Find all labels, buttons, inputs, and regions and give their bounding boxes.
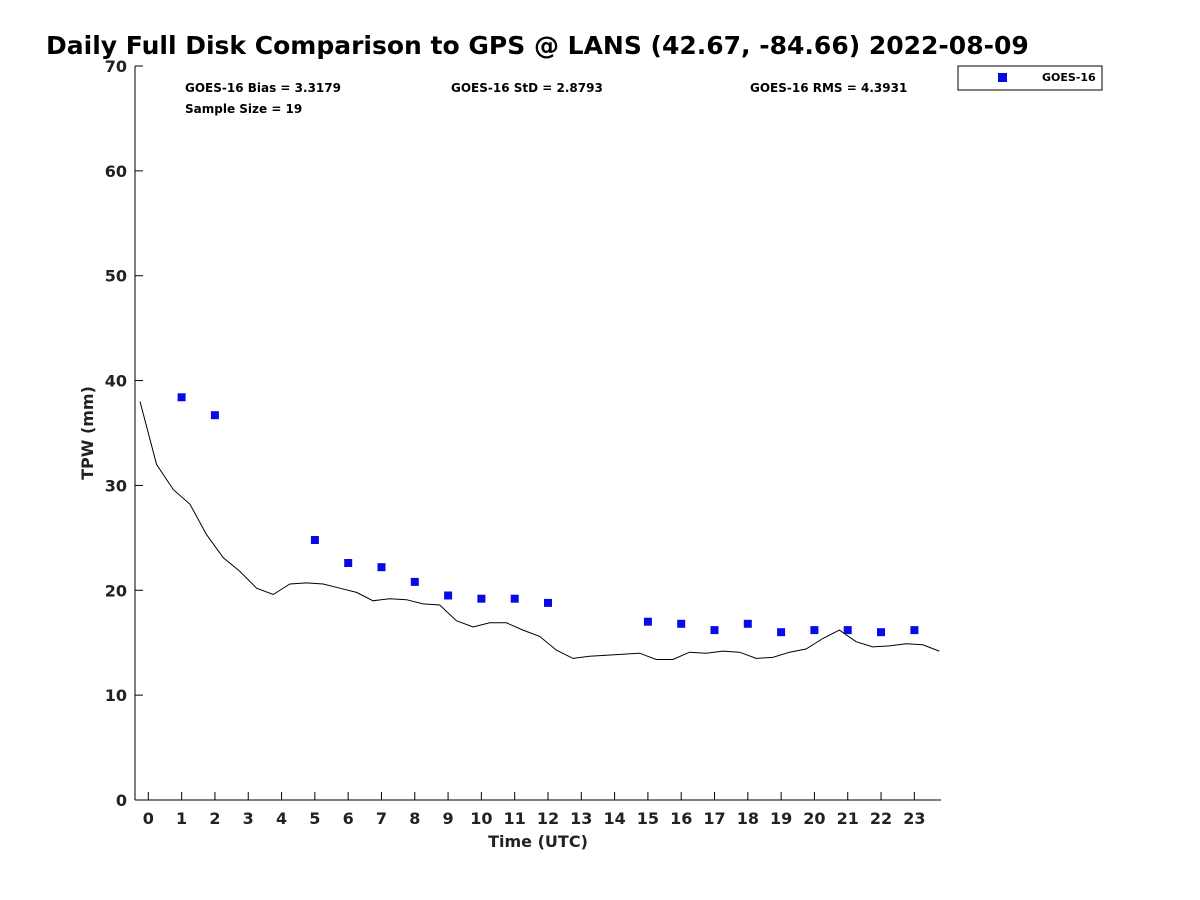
- sample-size-stat: Sample Size = 19: [185, 102, 302, 116]
- goes16-data-point: [743, 619, 752, 628]
- bias-stat: GOES-16 Bias = 3.3179: [185, 81, 341, 95]
- y-tick-label: 70: [105, 57, 127, 76]
- x-tick-label: 1: [176, 809, 187, 828]
- x-tick-label: 20: [803, 809, 825, 828]
- x-tick-label: 5: [309, 809, 320, 828]
- x-tick-label: 22: [870, 809, 892, 828]
- x-axis-label: Time (UTC): [488, 832, 588, 851]
- x-tick-label: 2: [209, 809, 220, 828]
- x-tick-label: 23: [903, 809, 925, 828]
- x-tick-label: 17: [703, 809, 725, 828]
- x-tick-label: 6: [343, 809, 354, 828]
- x-ticks: 0 1 2 3 4 5 6 7 8 9 10 11 12 13 14 15 16 17 18 19 20 21 22 23: [143, 792, 925, 828]
- goes16-data-point: [444, 591, 453, 600]
- gps-series-line: [139, 401, 940, 660]
- goes16-data-point: [877, 628, 885, 637]
- rms-stat: GOES-16 RMS = 4.3931: [750, 81, 907, 95]
- goes16-data-point: [710, 626, 719, 635]
- goes16-data-point: [643, 617, 652, 626]
- y-ticks: 0 10 20 30 40 50 60 70: [105, 57, 143, 810]
- goes16-data-point: [510, 594, 519, 603]
- x-tick-label: 9: [443, 809, 454, 828]
- legend: GOES-16: [957, 65, 1103, 91]
- goes16-data-point: [777, 628, 786, 637]
- goes16-data-point: [410, 577, 419, 586]
- goes16-data-point: [177, 393, 186, 402]
- x-tick-label: 8: [409, 809, 420, 828]
- legend-label: GOES-16: [1042, 71, 1096, 84]
- goes16-data-point: [477, 594, 486, 603]
- x-tick-label: 4: [276, 809, 287, 828]
- x-tick-label: 11: [504, 809, 526, 828]
- x-tick-label: 0: [143, 809, 154, 828]
- axes: [134, 66, 941, 801]
- x-tick-label: 7: [376, 809, 387, 828]
- y-axis-label: TPW (mm): [78, 386, 97, 480]
- y-tick-label: 50: [105, 267, 127, 286]
- y-tick-label: 40: [105, 372, 127, 391]
- x-tick-label: 10: [470, 809, 492, 828]
- goes16-data-point: [310, 536, 319, 544]
- x-tick-label: 12: [537, 809, 559, 828]
- x-tick-label: 19: [770, 809, 792, 828]
- goes16-data-point: [810, 626, 819, 635]
- plot-area: [139, 393, 940, 660]
- x-tick-label: 21: [837, 809, 859, 828]
- legend-marker: [998, 73, 1007, 82]
- y-tick-label: 20: [105, 581, 127, 600]
- goes16-data-point: [843, 626, 852, 635]
- x-tick-label: 14: [603, 809, 625, 828]
- legend-box: [957, 65, 1103, 91]
- y-tick-label: 10: [105, 686, 127, 705]
- goes16-data-point: [677, 619, 686, 628]
- goes16-data-point: [344, 559, 353, 567]
- x-tick-label: 18: [737, 809, 759, 828]
- x-tick-label: 3: [243, 809, 254, 828]
- y-tick-label: 60: [105, 162, 127, 181]
- y-tick-label: 30: [105, 476, 127, 495]
- x-tick-label: 16: [670, 809, 692, 828]
- x-tick-label: 15: [637, 809, 659, 828]
- chart-title: Daily Full Disk Comparison to GPS @ LANS…: [46, 31, 1029, 60]
- x-tick-label: 13: [570, 809, 592, 828]
- goes16-data-point: [910, 626, 919, 635]
- goes16-data-point: [544, 598, 552, 607]
- goes16-data-point: [210, 411, 219, 420]
- goes16-data-point: [377, 563, 386, 572]
- y-tick-label: 0: [116, 791, 127, 810]
- std-stat: GOES-16 StD = 2.8793: [451, 81, 603, 95]
